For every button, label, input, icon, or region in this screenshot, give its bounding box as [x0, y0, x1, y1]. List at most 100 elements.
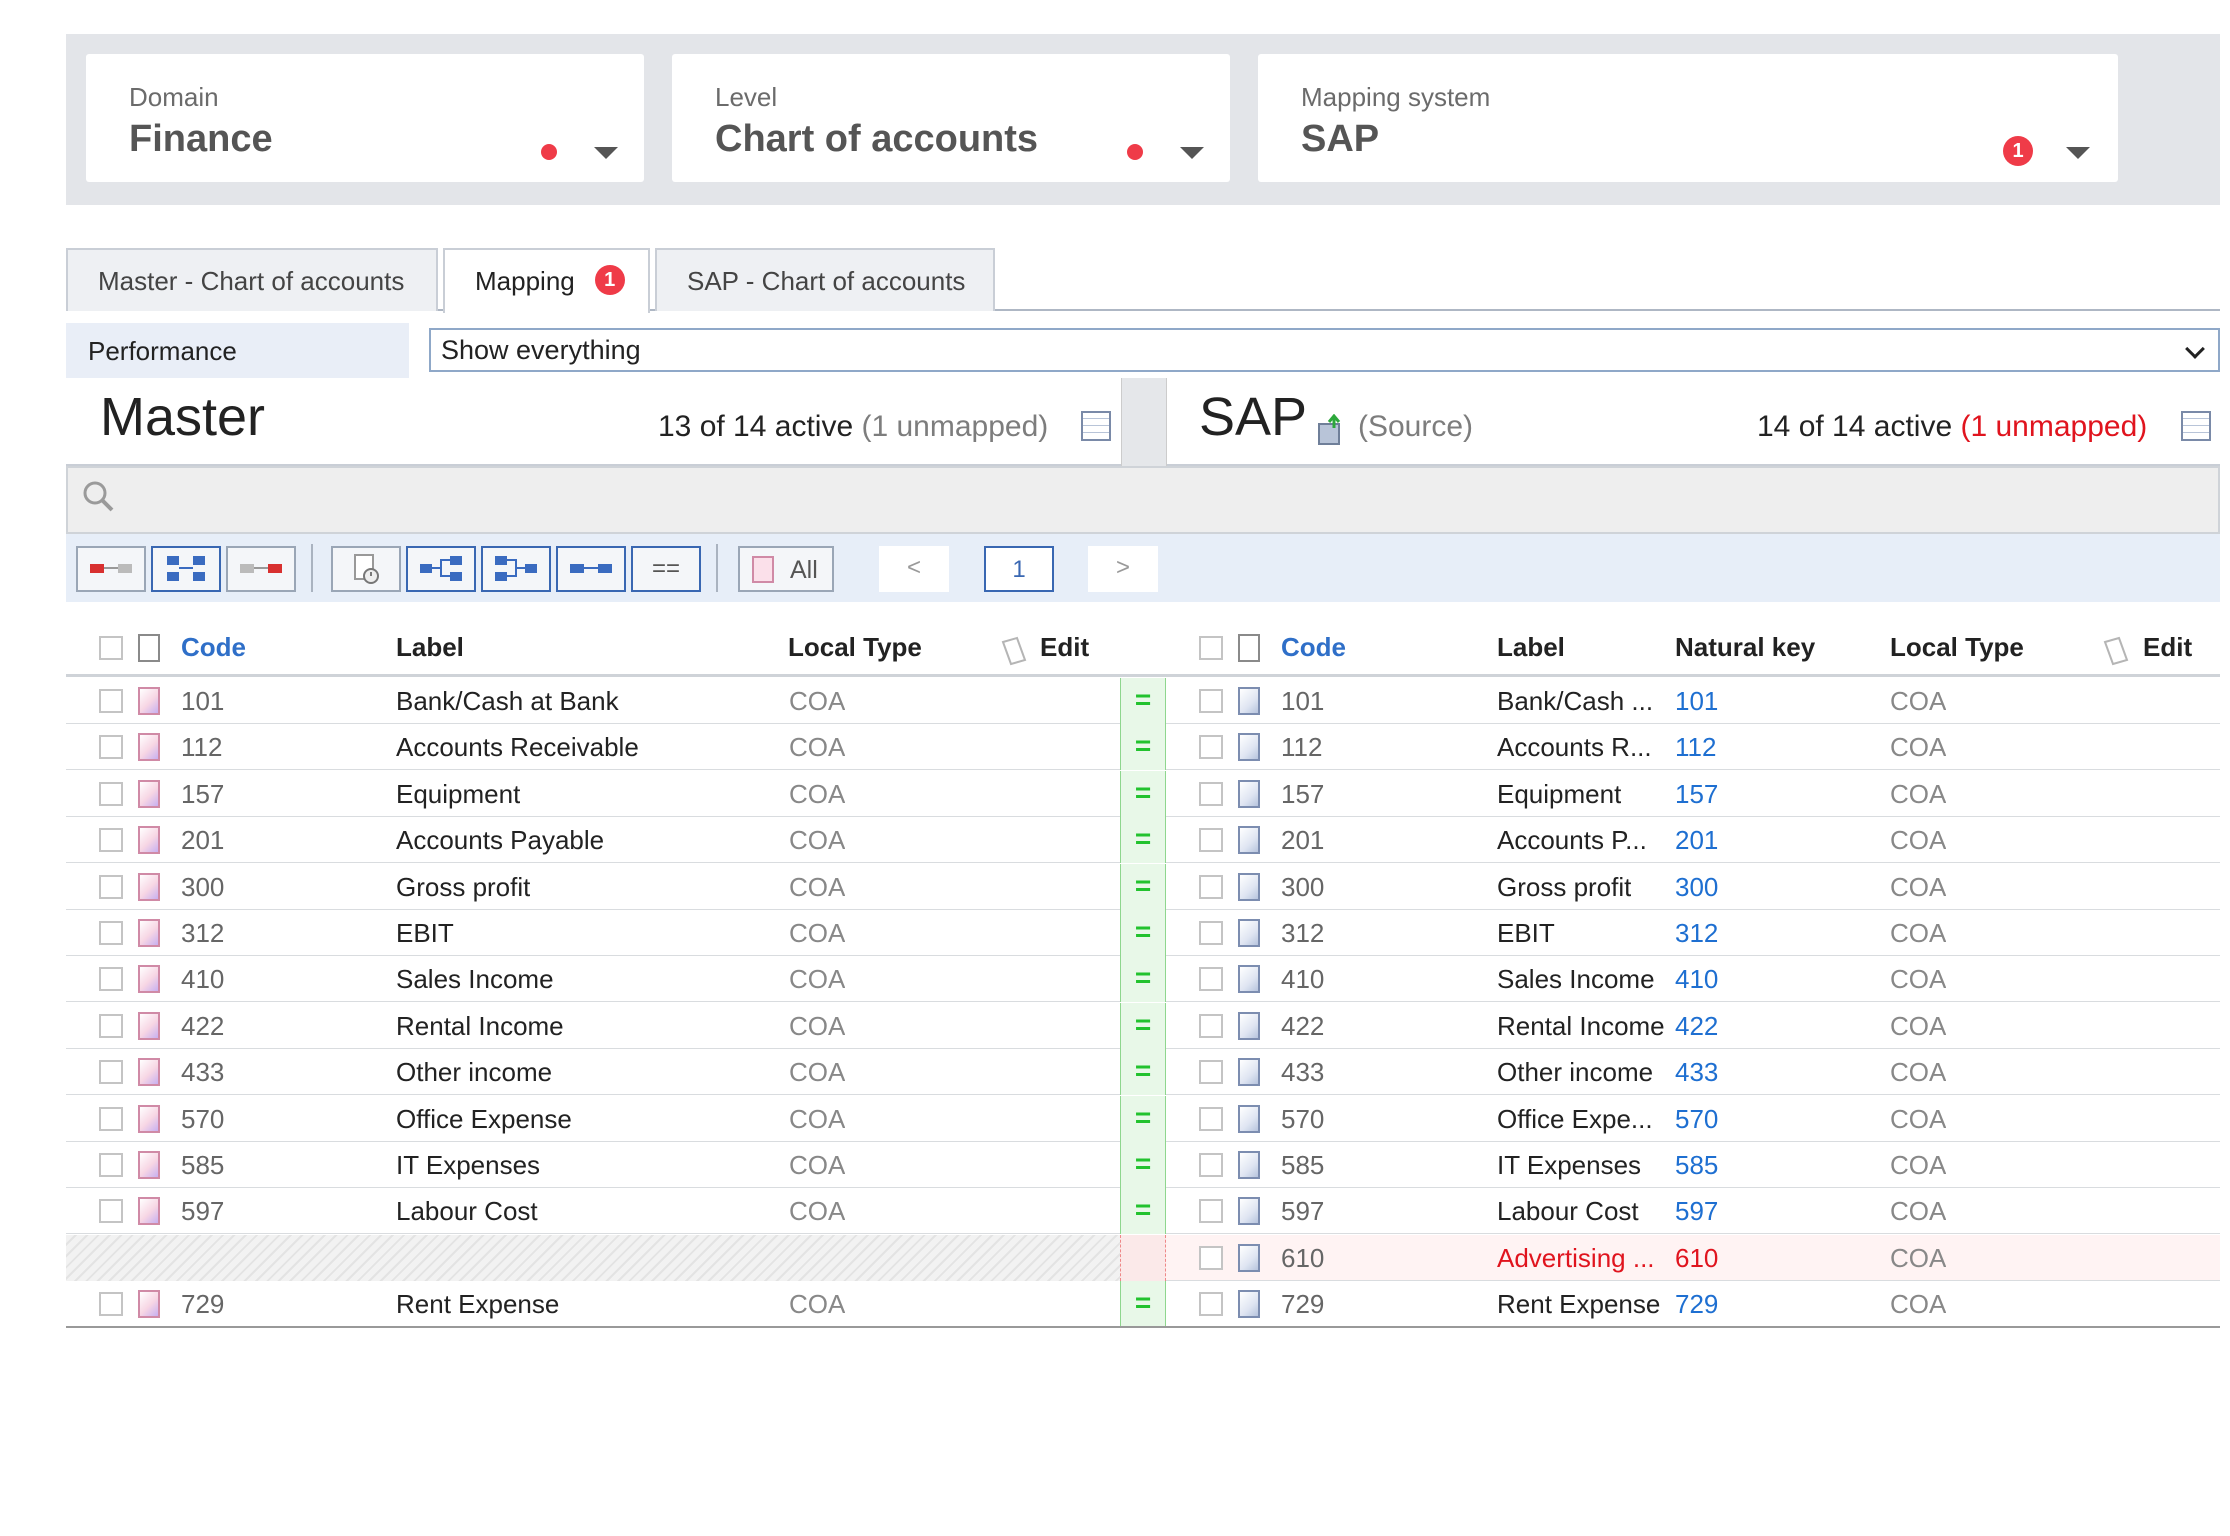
col-label-left[interactable]: Label: [396, 632, 464, 662]
mapping-system-selector[interactable]: Mapping system SAP 1: [1258, 54, 2118, 182]
col-edit-left[interactable]: Edit: [1040, 632, 1090, 662]
map-split-button[interactable]: [406, 546, 476, 592]
row-checkbox[interactable]: [1199, 735, 1223, 760]
row-checkbox[interactable]: [99, 1153, 123, 1177]
domain-caret-icon[interactable]: [594, 147, 618, 159]
map-tree-button[interactable]: [151, 546, 221, 592]
mapping-indicator[interactable]: =: [1120, 910, 1166, 956]
table-row[interactable]: 410 Sales Income COA = 410 Sales Income 410 COA: [66, 956, 2220, 1003]
mapping-indicator[interactable]: =: [1120, 817, 1166, 864]
col-local-type-left[interactable]: Local Type: [788, 632, 922, 662]
row-checkbox[interactable]: [99, 1060, 123, 1085]
unlink-right-button[interactable]: [226, 546, 296, 592]
mapping-indicator[interactable]: =: [1120, 770, 1166, 817]
mapping-indicator[interactable]: [1120, 1234, 1166, 1281]
unlink-red-icon: [90, 564, 132, 573]
row-checkbox[interactable]: [99, 689, 123, 713]
row-checkbox[interactable]: [99, 1199, 123, 1224]
domain-selector[interactable]: Domain Finance: [86, 54, 644, 182]
row-checkbox[interactable]: [1199, 1013, 1223, 1038]
row-checkbox[interactable]: [99, 1292, 123, 1317]
row-checkbox[interactable]: [99, 1106, 123, 1131]
row-checkbox[interactable]: [99, 1013, 123, 1038]
table-row[interactable]: 201 Accounts Payable COA = 201 Accounts P... 2…: [66, 817, 2220, 864]
row-checkbox[interactable]: [1199, 921, 1223, 945]
tab-sap-chart-of-accounts[interactable]: SAP - Chart of accounts: [655, 248, 995, 311]
row-checkbox[interactable]: [99, 781, 123, 806]
document-icon: [138, 919, 160, 947]
col-code-left[interactable]: Code: [181, 632, 246, 662]
table-row[interactable]: 112 Accounts Receivable COA = 112 Accounts R.…: [66, 724, 2220, 771]
row-checkbox[interactable]: [1199, 874, 1223, 899]
map-merge-button[interactable]: [481, 546, 551, 592]
mapping-system-caret-icon[interactable]: [2066, 147, 2090, 159]
mapping-indicator[interactable]: =: [1120, 678, 1166, 724]
grid-settings-icon[interactable]: [1081, 411, 1111, 441]
table-row[interactable]: 157 Equipment COA = 157 Equipment 157 COA: [66, 770, 2220, 817]
mapping-indicator[interactable]: =: [1120, 1188, 1166, 1235]
grid-settings-icon[interactable]: [2181, 411, 2211, 441]
row-checkbox[interactable]: [99, 967, 123, 992]
row-checkbox[interactable]: [1199, 1060, 1223, 1085]
tab-mapping[interactable]: Mapping 1: [443, 248, 650, 313]
mapping-indicator[interactable]: =: [1120, 724, 1166, 771]
filter-select[interactable]: Show everything: [429, 328, 2220, 372]
search-input[interactable]: [66, 466, 2220, 534]
row-checkbox[interactable]: [1199, 967, 1223, 992]
mapping-indicator[interactable]: =: [1120, 1002, 1166, 1049]
row-checkbox[interactable]: [1199, 1199, 1223, 1224]
map-one-to-one-button[interactable]: [556, 546, 626, 592]
table-row[interactable]: 422 Rental Income COA = 422 Rental Income 422 C…: [66, 1002, 2220, 1049]
chevron-down-icon[interactable]: [2185, 339, 2205, 359]
row-checkbox[interactable]: [1199, 828, 1223, 853]
row-checkbox[interactable]: [99, 874, 123, 899]
col-natural-key-right[interactable]: Natural key: [1675, 632, 1816, 662]
row-checkbox[interactable]: [99, 735, 123, 760]
row-checkbox[interactable]: [1199, 781, 1223, 806]
table-row[interactable]: 585 IT Expenses COA = 585 IT Expenses 585 COA: [66, 1142, 2220, 1188]
unlink-left-button[interactable]: [76, 546, 146, 592]
mapping-indicator[interactable]: =: [1120, 956, 1166, 1003]
sap-code: 112: [1281, 732, 1323, 763]
prev-page-button[interactable]: <: [879, 546, 949, 592]
table-row[interactable]: 312 EBIT COA = 312 EBIT 312 COA: [66, 910, 2220, 956]
row-checkbox[interactable]: [1199, 1245, 1223, 1270]
mapping-indicator[interactable]: =: [1120, 1095, 1166, 1142]
row-checkbox[interactable]: [99, 921, 123, 945]
row-checkbox[interactable]: [1199, 1153, 1223, 1177]
unlink-red-right-icon: [240, 564, 282, 573]
page-number[interactable]: 1: [984, 546, 1054, 592]
select-all-left-checkbox[interactable]: [99, 636, 123, 660]
table-row[interactable]: 610 Advertising ... 610 COA: [66, 1234, 2220, 1281]
history-button[interactable]: [331, 546, 401, 592]
col-label-right[interactable]: Label: [1497, 632, 1565, 662]
sap-natural-key: 201: [1675, 825, 1719, 856]
mapping-indicator[interactable]: =: [1120, 1281, 1166, 1328]
master-code: 729: [181, 1289, 225, 1320]
mapping-indicator[interactable]: =: [1120, 1142, 1166, 1188]
table-row[interactable]: 570 Office Expense COA = 570 Office Expe... 57…: [66, 1095, 2220, 1142]
row-checkbox[interactable]: [1199, 1106, 1223, 1131]
row-checkbox[interactable]: [1199, 1292, 1223, 1317]
next-page-button[interactable]: >: [1088, 546, 1158, 592]
master-local-type: COA: [789, 778, 846, 809]
row-checkbox[interactable]: [99, 828, 123, 853]
mapping-indicator[interactable]: =: [1120, 863, 1166, 910]
col-local-type-right[interactable]: Local Type: [1890, 632, 2024, 662]
level-selector[interactable]: Level Chart of accounts: [672, 54, 1230, 182]
select-all-button[interactable]: All: [738, 546, 834, 592]
table-row[interactable]: 101 Bank/Cash at Bank COA = 101 Bank/Cash ...…: [66, 678, 2220, 724]
select-all-right-checkbox[interactable]: [1199, 636, 1223, 660]
row-checkbox[interactable]: [1199, 689, 1223, 713]
mapping-indicator[interactable]: =: [1120, 1049, 1166, 1096]
table-row[interactable]: 729 Rent Expense COA = 729 Rent Expense 729 COA: [66, 1281, 2220, 1328]
level-caret-icon[interactable]: [1180, 147, 1204, 159]
table-row[interactable]: 433 Other income COA = 433 Other income 433 COA: [66, 1049, 2220, 1096]
col-code-right[interactable]: Code: [1281, 632, 1346, 662]
tab-master-chart-of-accounts[interactable]: Master - Chart of accounts: [66, 248, 438, 311]
map-equal-button[interactable]: ==: [631, 546, 701, 592]
master-local-type: COA: [789, 686, 846, 716]
col-edit-right[interactable]: Edit: [2143, 632, 2193, 662]
table-row[interactable]: 597 Labour Cost COA = 597 Labour Cost 597 COA: [66, 1188, 2220, 1235]
table-row[interactable]: 300 Gross profit COA = 300 Gross profit 300 COA: [66, 863, 2220, 910]
